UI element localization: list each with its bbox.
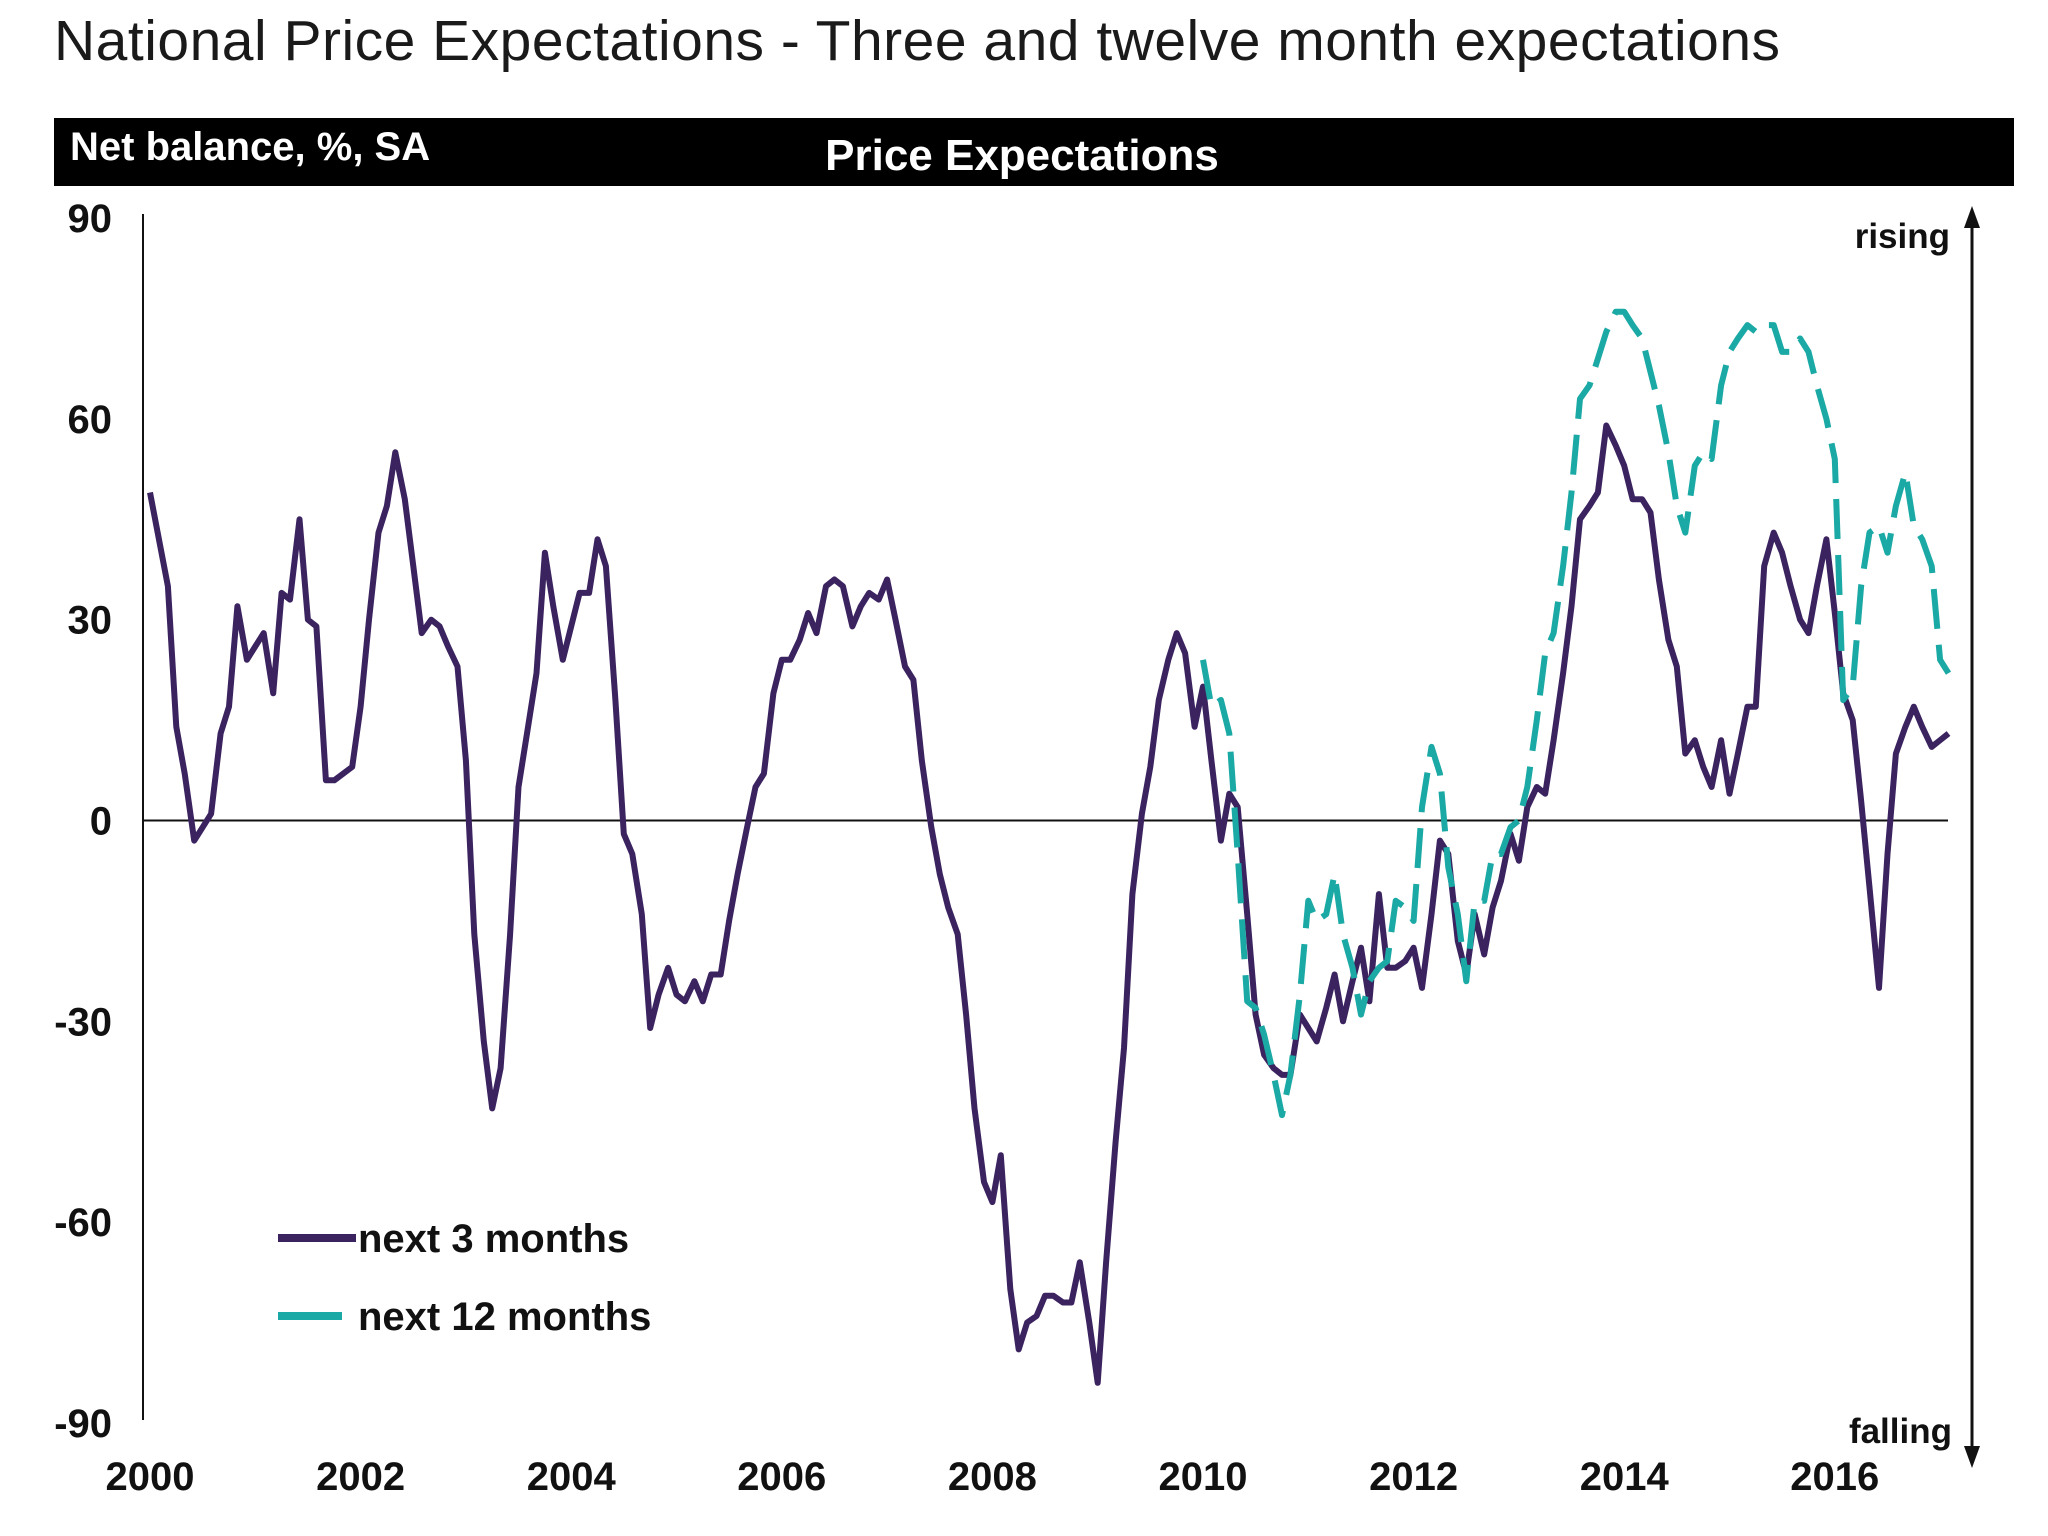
x-tick-label: 2010 xyxy=(1159,1455,1248,1499)
y-tick-label: 60 xyxy=(68,398,113,442)
series-line-next-3-months xyxy=(147,422,1951,1386)
arrow-down-icon xyxy=(1964,1446,1980,1468)
x-tick-label: 2014 xyxy=(1580,1455,1670,1499)
rising-annotation: rising xyxy=(1855,217,1950,256)
y-tick-label: 90 xyxy=(68,197,113,241)
series-layer xyxy=(147,308,1952,1386)
x-tick-label: 2016 xyxy=(1790,1455,1879,1499)
axes-layer: 90 60 30 0 -30 -60 -90 2000 2002 2004 2006 2008 2010… xyxy=(54,197,1948,1499)
x-tick-label: 2000 xyxy=(106,1455,195,1499)
x-tick-label: 2006 xyxy=(737,1455,826,1499)
direction-arrow xyxy=(1964,206,1980,1468)
chart-header-bar xyxy=(54,118,2014,186)
y-axis-unit-label: Net balance, %, SA xyxy=(70,125,430,169)
y-tick-label: 0 xyxy=(90,800,112,844)
y-tick-label: -90 xyxy=(54,1402,112,1446)
legend-label-next-3-months: next 3 months xyxy=(358,1217,629,1261)
x-tick-label: 2002 xyxy=(316,1455,405,1499)
arrow-up-icon xyxy=(1964,206,1980,228)
series-line-next-12-months xyxy=(1200,308,1952,1119)
legend: next 3 months next 12 months xyxy=(278,1217,651,1339)
y-tick-label: -30 xyxy=(54,1000,112,1044)
page-title: National Price Expectations - Three and … xyxy=(54,9,1781,73)
chart-title: Price Expectations xyxy=(825,131,1219,180)
falling-annotation: falling xyxy=(1849,1412,1952,1451)
y-tick-label: -60 xyxy=(54,1201,112,1245)
x-tick-label: 2004 xyxy=(527,1455,617,1499)
legend-label-next-12-months: next 12 months xyxy=(358,1295,651,1339)
x-tick-label: 2012 xyxy=(1369,1455,1458,1499)
y-tick-label: 30 xyxy=(68,599,113,643)
x-tick-label: 2008 xyxy=(948,1455,1037,1499)
